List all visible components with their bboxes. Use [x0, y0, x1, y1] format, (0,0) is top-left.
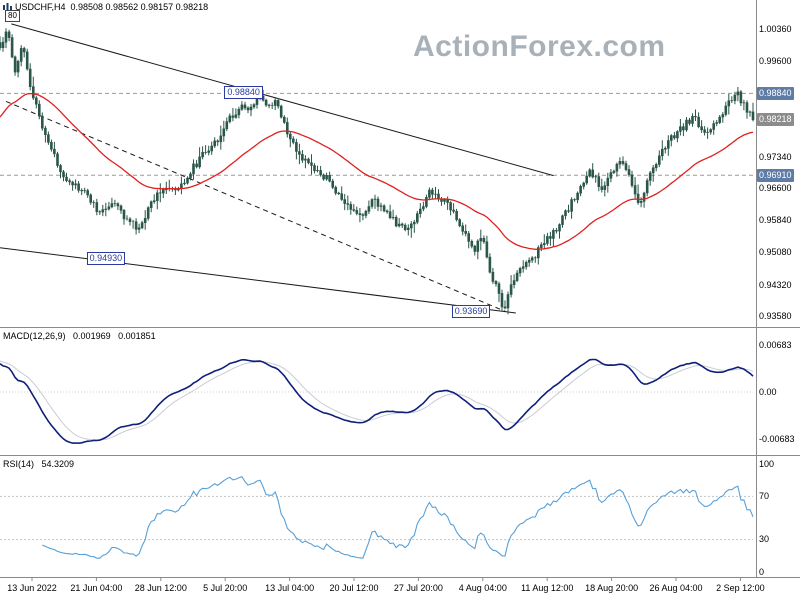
x-axis-label: 11 Aug 12:00: [520, 583, 574, 593]
corner-label: 80: [5, 10, 20, 22]
macd-title: MACD(12,26,9): [3, 331, 66, 341]
rsi-title: RSI(14): [3, 459, 35, 469]
x-axis-label: 4 Aug 04:00: [458, 583, 507, 593]
rsi-value: 54.3209: [41, 459, 75, 469]
x-axis-label: 2 Sep 12:00: [716, 583, 765, 593]
x-axis-label: 13 Jun 2022: [7, 583, 57, 593]
macd-signal-value: 0.001851: [118, 331, 156, 341]
x-axis-label: 13 Jul 04:00: [265, 583, 315, 593]
macd-value: 0.001969: [73, 331, 111, 341]
x-axis-label: 27 Jul 20:00: [393, 583, 443, 593]
rsi-header: RSI(14) 54.3209: [3, 459, 79, 469]
symbol-timeframe: USDCHF,H4: [15, 2, 66, 12]
watermark: ActionForex.com: [413, 30, 666, 63]
x-axis-label: 21 Jun 04:00: [70, 583, 123, 593]
x-axis-label: 5 Jul 20:00: [203, 583, 248, 593]
chart-icon: [3, 2, 12, 11]
macd-header: MACD(12,26,9) 0.001969 0.001851: [3, 331, 161, 341]
ohlc-values: 0.98508 0.98562 0.98157 0.98218: [70, 2, 209, 12]
time-axis[interactable]: 13 Jun 2022 21 Jun 04:00 28 Jun 12:00 5 Jul…: [0, 583, 800, 597]
x-axis-label: 18 Aug 20:00: [585, 583, 639, 593]
x-axis-label: 28 Jun 12:00: [134, 583, 187, 593]
x-axis-label: 26 Aug 04:00: [649, 583, 703, 593]
x-axis-label: 20 Jul 12:00: [329, 583, 379, 593]
chart-header: USDCHF,H4 0.98508 0.98562 0.98157 0.9821…: [3, 2, 213, 12]
